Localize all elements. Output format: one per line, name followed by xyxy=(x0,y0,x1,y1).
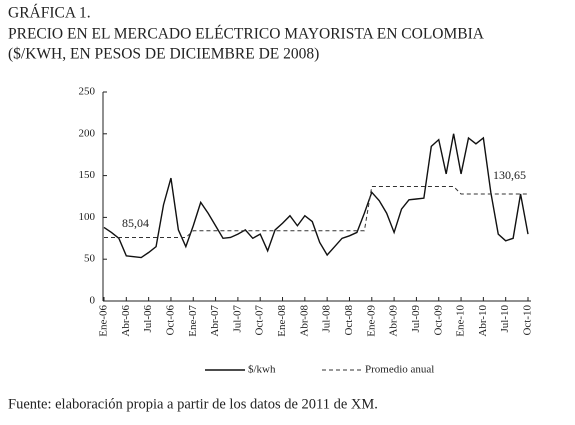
x-tick-label: Jul-10 xyxy=(499,305,511,333)
y-tick-label: 150 xyxy=(79,169,96,181)
average-line xyxy=(104,185,528,238)
y-tick-label: 200 xyxy=(79,127,96,139)
x-tick-label: Ene-07 xyxy=(187,305,199,337)
x-tick-label: Ene-10 xyxy=(455,305,467,337)
x-tick-label: Jul-09 xyxy=(410,305,422,333)
chart-title: PRECIO EN EL MERCADO ELÉCTRICO MAYORISTA… xyxy=(8,26,485,43)
y-tick-label: 100 xyxy=(79,211,96,223)
x-tick-label: Oct-06 xyxy=(164,305,176,336)
x-tick-label: Jul-06 xyxy=(142,305,154,333)
chart-title: ($/KWH, EN PESOS DE DICIEMBRE DE 2008) xyxy=(8,46,319,63)
x-tick-label: Abr-06 xyxy=(120,305,132,337)
price-line xyxy=(103,133,529,259)
chart-title: GRÁFICA 1. xyxy=(8,5,91,22)
x-tick-label: Oct-08 xyxy=(343,305,355,336)
annotation: 85,04 xyxy=(122,216,149,230)
x-tick-label: Ene-09 xyxy=(365,305,377,337)
y-tick-label: 50 xyxy=(84,253,96,265)
annotation: 130,65 xyxy=(493,168,526,182)
x-tick-label: Oct-07 xyxy=(254,305,266,336)
x-tick-label: Abr-07 xyxy=(209,305,221,337)
x-tick-label: Abr-09 xyxy=(388,305,400,337)
x-tick-label: Oct-10 xyxy=(522,305,534,336)
x-tick-label: Jul-08 xyxy=(321,305,333,333)
x-tick-label: Ene-08 xyxy=(276,305,288,337)
x-tick-label: Abr-10 xyxy=(477,305,489,337)
y-tick-label: 250 xyxy=(79,86,96,98)
x-tick-label: Jul-07 xyxy=(231,305,243,333)
legend-label: $/kwh xyxy=(248,364,276,376)
y-tick-label: 0 xyxy=(90,295,96,307)
legend-label: Promedio anual xyxy=(365,364,434,376)
x-tick-label: Oct-09 xyxy=(432,305,444,336)
source-note: Fuente: elaboración propia a partir de l… xyxy=(8,396,378,412)
x-tick-label: Abr-08 xyxy=(298,305,310,337)
x-tick-label: Ene-06 xyxy=(98,305,110,337)
